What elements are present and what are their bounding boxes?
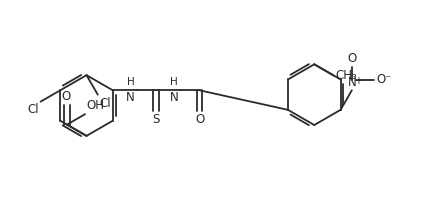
Text: N: N — [347, 76, 356, 89]
Text: O: O — [61, 90, 71, 103]
Text: N: N — [170, 91, 179, 104]
Text: H: H — [127, 77, 134, 87]
Text: N: N — [126, 91, 135, 104]
Text: O⁻: O⁻ — [376, 73, 392, 86]
Text: CH₃: CH₃ — [335, 69, 357, 82]
Text: OH: OH — [87, 99, 105, 112]
Text: O: O — [195, 113, 204, 126]
Text: Cl: Cl — [99, 97, 110, 110]
Text: S: S — [152, 113, 160, 126]
Text: O: O — [347, 52, 357, 65]
Text: H: H — [170, 77, 178, 87]
Text: Cl: Cl — [27, 103, 38, 116]
Text: +: + — [354, 76, 362, 86]
